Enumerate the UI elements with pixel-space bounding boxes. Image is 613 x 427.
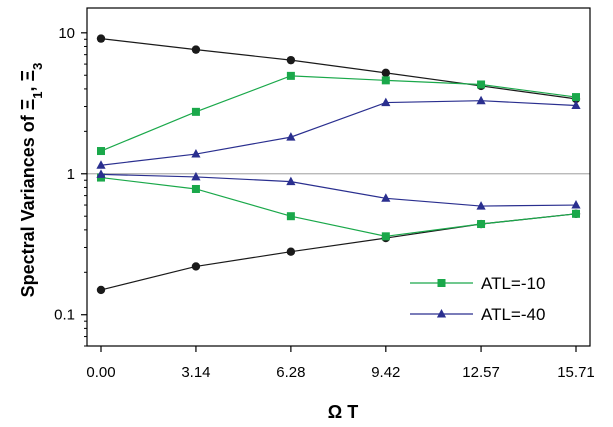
series-5-point (191, 149, 201, 158)
series-3-point (572, 93, 580, 102)
series-3-point (477, 80, 486, 89)
x-tick-label: 15.71 (557, 364, 595, 381)
series-2-point (286, 247, 296, 256)
legend-item: ATL=-40 (410, 305, 545, 324)
series-5-point (571, 100, 581, 110)
y-axis-title-separator: , (18, 81, 38, 91)
series-1 (96, 34, 581, 104)
legend-label: ATL=-40 (481, 305, 545, 324)
series-1-line (100, 37, 577, 100)
y-axis-title-main: Spectral Variances of (18, 110, 38, 297)
series-3-point (191, 107, 200, 116)
plot-frame (86, 7, 591, 347)
series-6-point (571, 200, 581, 209)
x-tick-label: 6.28 (276, 364, 305, 381)
series-3-point (286, 71, 295, 80)
series-6-point (381, 193, 391, 202)
legend-marker (437, 279, 446, 287)
series-3-point (381, 76, 390, 85)
series-1-point (191, 45, 201, 54)
series-6-point (96, 169, 106, 178)
series-5-point (476, 95, 486, 105)
series-5 (96, 95, 581, 169)
y-axis-title-symbol-2: Ξ (18, 70, 38, 82)
series-1-point (286, 55, 296, 65)
tick-layer: 0.00 3.14 6.28 9.42 12.57 15.71 0.1 1 10 (54, 25, 595, 381)
series-1-point (381, 68, 391, 78)
series-3-point (97, 147, 105, 156)
series-layer (96, 34, 581, 295)
series-1-point (96, 34, 106, 43)
series-6-point (191, 171, 201, 181)
y-tick-label: 0.1 (54, 307, 75, 324)
series-6-point (476, 201, 486, 210)
legend-marker (436, 309, 447, 318)
y-axis-title-subscript-1: 1 (30, 91, 45, 98)
series-4-point (286, 212, 295, 221)
series-4-line (100, 176, 577, 237)
series-4 (97, 173, 580, 241)
series-2-point (191, 262, 201, 271)
series-5-point (381, 97, 391, 107)
legend-item: ATL=-10 (410, 274, 545, 293)
x-tick-label: 3.14 (181, 364, 210, 381)
series-2-point (96, 285, 106, 295)
legend-label: ATL=-10 (481, 274, 545, 293)
series-4-point (381, 232, 390, 241)
series-6 (96, 169, 581, 210)
x-tick-label: 12.57 (462, 364, 500, 381)
series-5-point (96, 160, 106, 169)
series-6-line (100, 173, 577, 207)
legend: ATL=-10 ATL=-40 (410, 274, 545, 324)
series-4-point (572, 209, 580, 218)
series-3-line (100, 75, 577, 152)
y-axis-title-subscript-2: 3 (30, 63, 45, 70)
x-tick-label: 0.00 (86, 364, 115, 381)
x-tick-label: 9.42 (371, 364, 400, 381)
series-4-point (477, 220, 486, 229)
series-4-point (191, 184, 200, 193)
series-5-point (286, 132, 296, 141)
y-tick-label: 10 (58, 25, 75, 42)
series-5-line (100, 100, 577, 166)
x-axis-title: Ω T (328, 402, 358, 422)
y-axis-title: Spectral Variances of Ξ1, Ξ3 (18, 63, 45, 298)
y-axis-title-symbol-1: Ξ (18, 99, 38, 111)
y-tick-label: 1 (67, 166, 75, 183)
series-3 (97, 71, 580, 156)
series-6-point (286, 176, 296, 186)
